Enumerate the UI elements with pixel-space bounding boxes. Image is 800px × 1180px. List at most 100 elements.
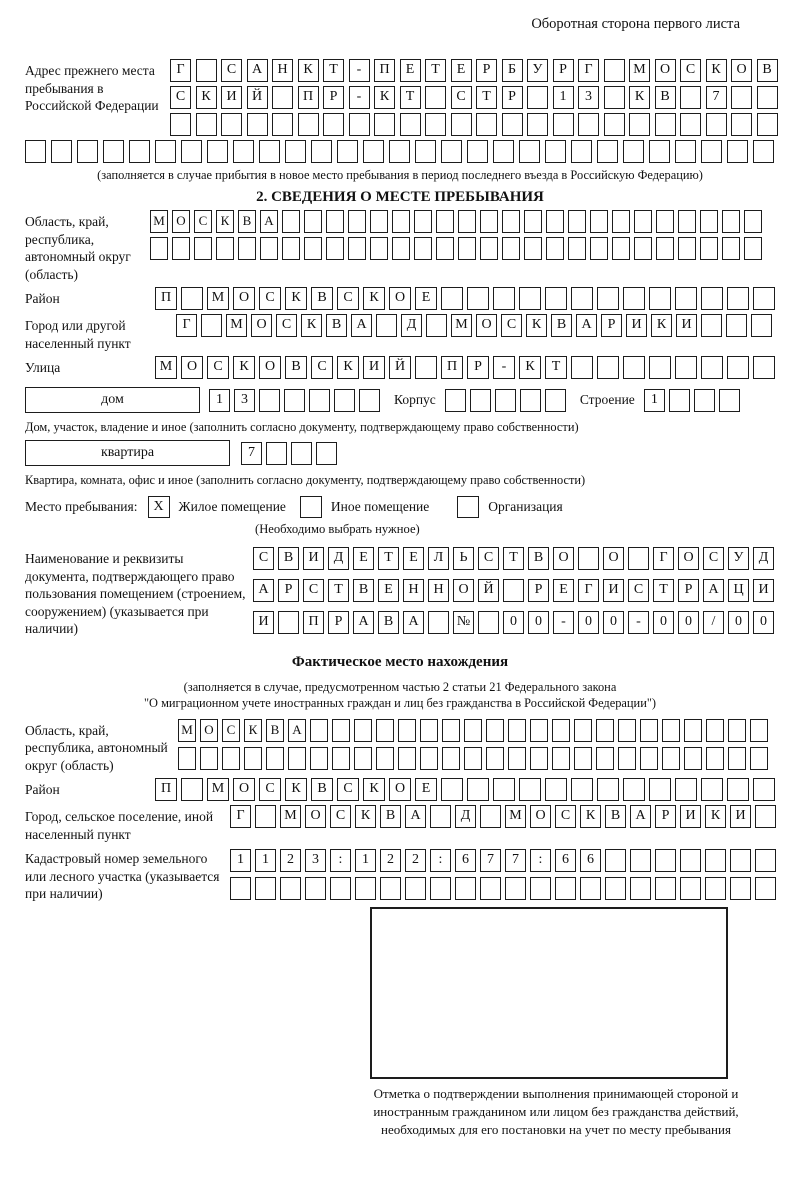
char-cell[interactable] — [623, 140, 644, 163]
char-cell[interactable] — [630, 849, 651, 872]
apartment-cells[interactable]: 7 — [241, 441, 337, 465]
char-cell[interactable] — [455, 877, 476, 900]
char-cell[interactable] — [700, 210, 718, 233]
char-cell[interactable]: К — [195, 86, 217, 109]
char-cell[interactable] — [355, 877, 376, 900]
prev-address-row-3[interactable] — [170, 113, 778, 136]
char-cell[interactable] — [291, 441, 312, 465]
char-cell[interactable]: 1 — [552, 86, 574, 109]
char-cell[interactable] — [753, 287, 775, 310]
char-cell[interactable] — [478, 611, 499, 634]
char-cell[interactable]: П — [155, 287, 177, 310]
char-cell[interactable]: 3 — [305, 849, 326, 872]
char-cell[interactable]: К — [629, 86, 650, 109]
char-cell[interactable]: У — [728, 547, 749, 570]
char-cell[interactable]: А — [576, 314, 597, 337]
char-cell[interactable]: А — [403, 611, 424, 634]
char-cell[interactable]: Т — [323, 59, 344, 82]
char-cell[interactable]: Т — [378, 547, 399, 570]
char-cell[interactable] — [155, 140, 176, 163]
char-cell[interactable] — [464, 718, 482, 742]
char-cell[interactable] — [701, 287, 723, 310]
char-cell[interactable] — [656, 210, 674, 233]
cadastre-row-2[interactable] — [230, 877, 776, 900]
char-cell[interactable]: Р — [476, 59, 497, 82]
char-cell[interactable] — [731, 86, 752, 109]
char-cell[interactable] — [442, 746, 460, 770]
char-cell[interactable]: М — [178, 718, 196, 742]
char-cell[interactable] — [546, 210, 564, 233]
char-cell[interactable] — [727, 287, 749, 310]
char-cell[interactable]: М — [150, 210, 168, 233]
char-cell[interactable]: - — [628, 611, 649, 634]
char-cell[interactable] — [430, 877, 451, 900]
char-cell[interactable]: Д — [455, 805, 476, 828]
char-cell[interactable] — [282, 210, 300, 233]
char-cell[interactable]: Е — [553, 579, 574, 602]
char-cell[interactable] — [571, 778, 593, 801]
char-cell[interactable]: Р — [528, 579, 549, 602]
char-cell[interactable] — [444, 388, 466, 412]
char-cell[interactable] — [441, 287, 463, 310]
char-cell[interactable] — [705, 113, 727, 136]
char-cell[interactable] — [415, 140, 436, 163]
char-cell[interactable] — [259, 388, 280, 412]
char-cell[interactable] — [545, 140, 566, 163]
char-cell[interactable] — [266, 441, 287, 465]
char-cell[interactable]: П — [441, 356, 463, 379]
char-cell[interactable] — [530, 746, 548, 770]
char-cell[interactable]: 1 — [255, 849, 276, 872]
char-cell[interactable]: 0 — [653, 611, 674, 634]
char-cell[interactable] — [755, 877, 776, 900]
char-cell[interactable] — [25, 140, 46, 163]
char-cell[interactable] — [649, 778, 671, 801]
char-cell[interactable] — [678, 237, 696, 260]
char-cell[interactable]: С — [259, 778, 281, 801]
actual-region-row-2[interactable] — [178, 746, 768, 770]
char-cell[interactable]: М — [226, 314, 247, 337]
char-cell[interactable]: С — [170, 86, 191, 109]
char-cell[interactable]: А — [630, 805, 651, 828]
char-cell[interactable]: К — [301, 314, 322, 337]
char-cell[interactable] — [469, 388, 491, 412]
char-cell[interactable]: Е — [378, 579, 399, 602]
char-cell[interactable] — [545, 287, 567, 310]
char-cell[interactable]: 1 — [355, 849, 376, 872]
char-cell[interactable] — [458, 210, 476, 233]
char-cell[interactable]: А — [353, 611, 374, 634]
char-cell[interactable] — [420, 746, 438, 770]
char-cell[interactable] — [596, 718, 614, 742]
char-cell[interactable]: К — [705, 59, 727, 82]
char-cell[interactable] — [354, 718, 372, 742]
char-cell[interactable] — [415, 356, 437, 379]
char-cell[interactable] — [332, 718, 350, 742]
char-cell[interactable] — [442, 718, 460, 742]
char-cell[interactable] — [730, 849, 751, 872]
char-cell[interactable]: К — [580, 805, 601, 828]
char-cell[interactable]: П — [374, 59, 395, 82]
stay-type-checkbox-residential[interactable]: X — [147, 496, 170, 518]
char-cell[interactable]: 0 — [578, 611, 599, 634]
char-cell[interactable] — [605, 877, 626, 900]
char-cell[interactable] — [744, 210, 762, 233]
char-cell[interactable] — [544, 388, 566, 412]
char-cell[interactable] — [493, 778, 515, 801]
char-cell[interactable] — [266, 746, 284, 770]
char-cell[interactable]: К — [285, 287, 307, 310]
char-cell[interactable] — [662, 746, 680, 770]
char-cell[interactable]: И — [626, 314, 647, 337]
char-cell[interactable] — [458, 237, 476, 260]
char-cell[interactable] — [655, 877, 676, 900]
char-cell[interactable]: О — [172, 210, 190, 233]
char-cell[interactable] — [398, 746, 416, 770]
char-cell[interactable] — [751, 314, 772, 337]
char-cell[interactable] — [332, 746, 350, 770]
char-cell[interactable] — [603, 113, 625, 136]
char-cell[interactable] — [255, 877, 276, 900]
char-cell[interactable]: И — [253, 611, 274, 634]
char-cell[interactable] — [628, 547, 649, 570]
char-cell[interactable]: В — [380, 805, 401, 828]
char-cell[interactable]: Р — [552, 59, 574, 82]
char-cell[interactable] — [260, 237, 278, 260]
